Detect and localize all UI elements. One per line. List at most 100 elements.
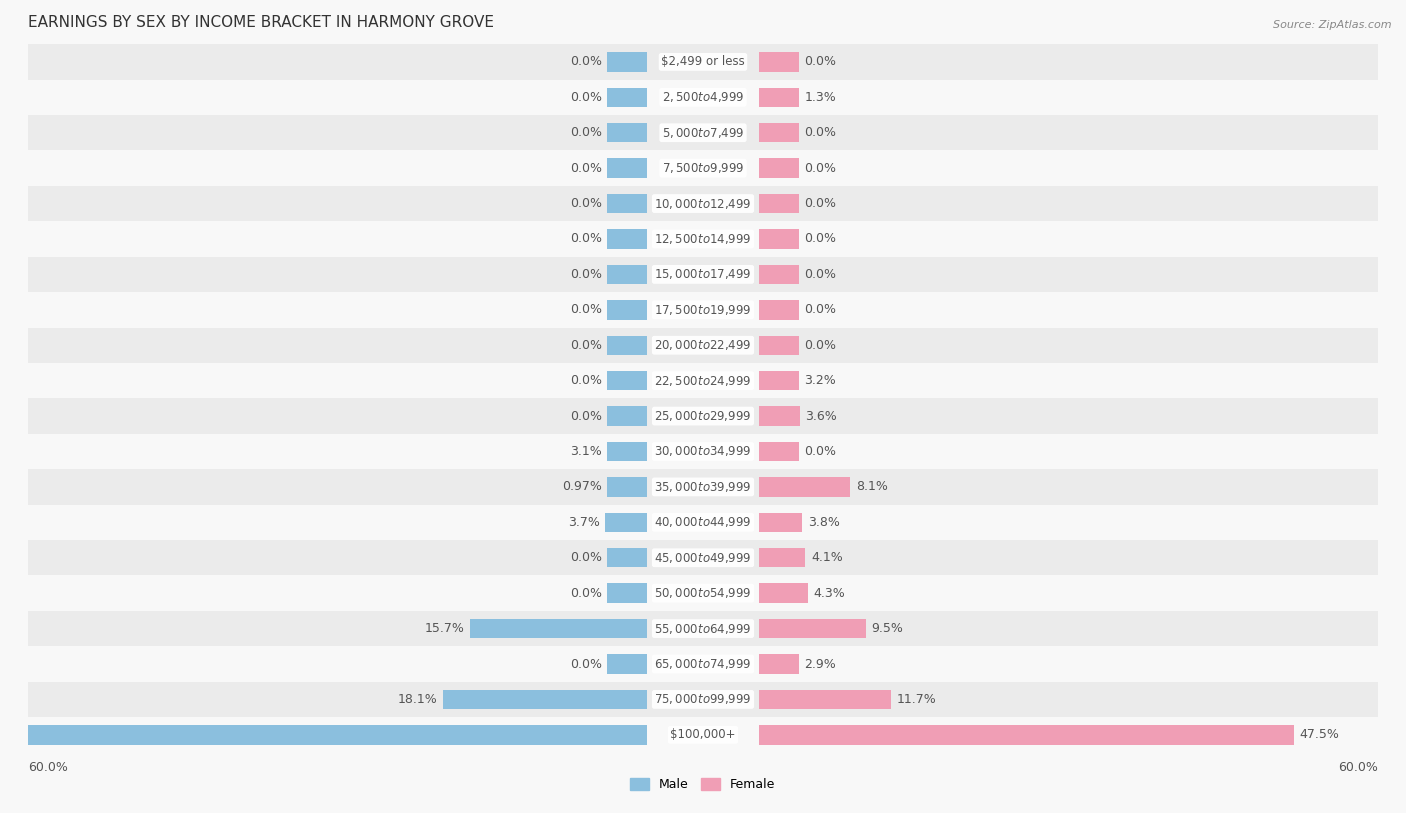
Text: 0.0%: 0.0% <box>569 162 602 175</box>
Bar <box>759 371 799 390</box>
Bar <box>759 689 891 709</box>
Bar <box>607 265 647 285</box>
Text: $20,000 to $22,499: $20,000 to $22,499 <box>654 338 752 352</box>
Text: 0.0%: 0.0% <box>804 303 837 316</box>
Bar <box>28 398 1378 434</box>
Bar <box>607 441 647 461</box>
Bar <box>607 336 647 355</box>
Text: 0.0%: 0.0% <box>569 658 602 671</box>
Text: $75,000 to $99,999: $75,000 to $99,999 <box>654 693 752 706</box>
Text: 4.1%: 4.1% <box>811 551 842 564</box>
Bar <box>759 193 799 213</box>
Bar <box>607 52 647 72</box>
Bar <box>28 363 1378 398</box>
Text: 0.0%: 0.0% <box>804 445 837 458</box>
Bar <box>759 548 806 567</box>
Text: 0.0%: 0.0% <box>569 303 602 316</box>
Text: 0.0%: 0.0% <box>804 268 837 281</box>
Bar <box>28 682 1378 717</box>
Bar <box>759 265 799 285</box>
Bar <box>607 406 647 426</box>
Text: 3.7%: 3.7% <box>568 515 599 528</box>
Text: 8.1%: 8.1% <box>856 480 887 493</box>
Bar <box>28 540 1378 576</box>
Bar <box>607 300 647 320</box>
Text: 0.0%: 0.0% <box>569 55 602 68</box>
Bar <box>759 725 1294 745</box>
Bar <box>28 80 1378 115</box>
Bar <box>759 512 801 532</box>
Text: 1.3%: 1.3% <box>804 91 837 104</box>
Text: $55,000 to $64,999: $55,000 to $64,999 <box>654 622 752 636</box>
Text: 2.9%: 2.9% <box>804 658 837 671</box>
Text: $35,000 to $39,999: $35,000 to $39,999 <box>654 480 752 494</box>
Bar <box>759 300 799 320</box>
Text: $2,499 or less: $2,499 or less <box>661 55 745 68</box>
Text: 0.0%: 0.0% <box>804 55 837 68</box>
Text: 3.2%: 3.2% <box>804 374 837 387</box>
Bar <box>759 229 799 249</box>
Text: 3.1%: 3.1% <box>569 445 602 458</box>
Bar <box>28 611 1378 646</box>
Bar <box>759 336 799 355</box>
Bar <box>759 123 799 142</box>
Bar <box>759 584 807 603</box>
Bar <box>28 576 1378 611</box>
Bar <box>28 328 1378 363</box>
Text: 0.0%: 0.0% <box>569 268 602 281</box>
Bar <box>28 717 1378 753</box>
Text: $45,000 to $49,999: $45,000 to $49,999 <box>654 550 752 565</box>
Text: $40,000 to $44,999: $40,000 to $44,999 <box>654 515 752 529</box>
Bar <box>470 619 647 638</box>
Text: $30,000 to $34,999: $30,000 to $34,999 <box>654 445 752 459</box>
Text: 0.0%: 0.0% <box>804 162 837 175</box>
Bar <box>28 505 1378 540</box>
Bar <box>607 229 647 249</box>
Text: $50,000 to $54,999: $50,000 to $54,999 <box>654 586 752 600</box>
Text: 0.0%: 0.0% <box>569 374 602 387</box>
Text: $100,000+: $100,000+ <box>671 728 735 741</box>
Bar <box>759 477 851 497</box>
Text: 0.0%: 0.0% <box>569 587 602 600</box>
Bar <box>28 115 1378 150</box>
Text: 0.0%: 0.0% <box>804 233 837 246</box>
Text: $25,000 to $29,999: $25,000 to $29,999 <box>654 409 752 423</box>
Bar <box>759 406 800 426</box>
Bar <box>759 52 799 72</box>
Bar <box>28 257 1378 292</box>
Text: 0.0%: 0.0% <box>569 551 602 564</box>
Bar <box>607 371 647 390</box>
Text: $10,000 to $12,499: $10,000 to $12,499 <box>654 197 752 211</box>
Bar <box>607 123 647 142</box>
Text: 0.0%: 0.0% <box>804 126 837 139</box>
Bar <box>28 150 1378 186</box>
Bar <box>759 619 866 638</box>
Bar <box>28 292 1378 328</box>
Bar <box>759 441 799 461</box>
Text: 0.0%: 0.0% <box>569 126 602 139</box>
Bar <box>0 725 647 745</box>
Bar <box>759 654 799 674</box>
Bar <box>759 88 799 107</box>
Bar <box>607 584 647 603</box>
Bar <box>607 88 647 107</box>
Text: $12,500 to $14,999: $12,500 to $14,999 <box>654 232 752 246</box>
Bar <box>607 159 647 178</box>
Text: 60.0%: 60.0% <box>1339 762 1378 775</box>
Text: 0.0%: 0.0% <box>569 91 602 104</box>
Legend: Male, Female: Male, Female <box>626 773 780 797</box>
Text: 0.0%: 0.0% <box>804 197 837 210</box>
Text: 4.3%: 4.3% <box>813 587 845 600</box>
Bar <box>607 193 647 213</box>
Text: $7,500 to $9,999: $7,500 to $9,999 <box>662 161 744 175</box>
Text: 0.0%: 0.0% <box>569 410 602 423</box>
Text: $17,500 to $19,999: $17,500 to $19,999 <box>654 302 752 317</box>
Text: 9.5%: 9.5% <box>872 622 904 635</box>
Bar <box>28 434 1378 469</box>
Bar <box>28 44 1378 80</box>
Bar <box>607 477 647 497</box>
Bar <box>28 186 1378 221</box>
Text: 3.8%: 3.8% <box>807 515 839 528</box>
Text: 0.0%: 0.0% <box>804 339 837 352</box>
Bar <box>605 512 647 532</box>
